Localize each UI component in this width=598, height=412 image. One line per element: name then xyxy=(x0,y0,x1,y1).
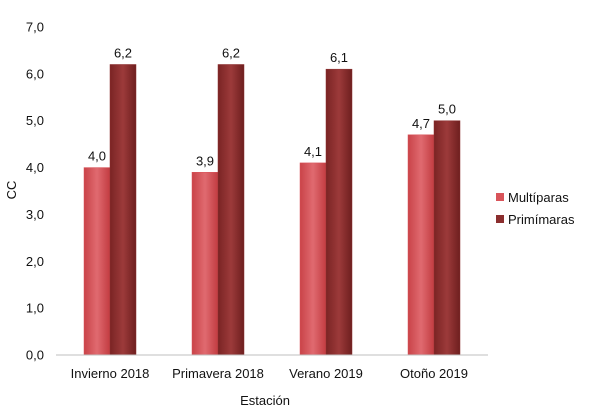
y-axis-label: CC xyxy=(4,181,19,200)
legend-label-multiparas: Multíparas xyxy=(508,189,569,205)
data-label: 6,2 xyxy=(222,45,240,60)
data-label: 5,0 xyxy=(438,102,456,117)
bars-group: 4,0 6,2 3,9 6,2 4,1 6,1 4,7 5,0 xyxy=(83,45,461,356)
y-tick-label: 2,0 xyxy=(26,254,44,269)
y-tick-label: 7,0 xyxy=(26,20,44,35)
legend: Multíparas Primímaras xyxy=(496,186,574,230)
x-tick-label: Invierno 2018 xyxy=(71,366,150,381)
data-label: 3,9 xyxy=(196,153,214,168)
data-label: 4,7 xyxy=(412,116,430,131)
data-label: 6,1 xyxy=(330,50,348,65)
x-tick-label: Otoño 2019 xyxy=(400,366,468,381)
x-axis-ticks: Invierno 2018 Primavera 2018 Verano 2019 Ot… xyxy=(71,366,468,381)
y-tick-label: 1,0 xyxy=(26,301,44,316)
bar-multiparas xyxy=(299,162,327,356)
legend-swatch-multiparas xyxy=(496,193,504,201)
legend-item-multiparas: Multíparas xyxy=(496,186,574,208)
bar-primimaras xyxy=(109,64,137,356)
data-label: 4,0 xyxy=(88,149,106,164)
legend-item-primimaras: Primímaras xyxy=(496,208,574,230)
bar-primimaras xyxy=(325,68,353,356)
bar-multiparas xyxy=(407,134,435,356)
bar-primimaras xyxy=(217,64,245,356)
y-tick-label: 4,0 xyxy=(26,160,44,175)
bar-primimaras xyxy=(433,120,461,356)
bar-multiparas xyxy=(83,167,111,356)
x-axis-label: Estación xyxy=(240,393,290,408)
y-tick-label: 3,0 xyxy=(26,207,44,222)
y-tick-label: 0,0 xyxy=(26,348,44,363)
bar-multiparas xyxy=(191,172,219,356)
y-axis-ticks: 0,0 1,0 2,0 3,0 4,0 5,0 6,0 7,0 xyxy=(26,20,44,363)
y-tick-label: 5,0 xyxy=(26,113,44,128)
data-label: 4,1 xyxy=(304,144,322,159)
y-tick-label: 6,0 xyxy=(26,66,44,81)
legend-swatch-primimaras xyxy=(496,215,504,223)
data-label: 6,2 xyxy=(114,45,132,60)
x-tick-label: Primavera 2018 xyxy=(172,366,264,381)
x-tick-label: Verano 2019 xyxy=(289,366,363,381)
legend-label-primimaras: Primímaras xyxy=(508,211,575,227)
